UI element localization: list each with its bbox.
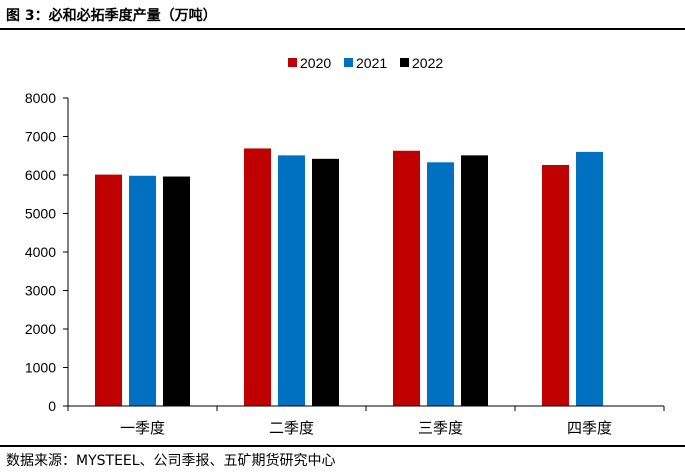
bar-2021 <box>427 162 454 406</box>
y-axis: 0 1000 2000 3000 4000 5000 6000 7000 8000 <box>25 90 69 414</box>
y-tick-label: 0 <box>48 398 56 414</box>
y-tick-label: 7000 <box>25 129 56 145</box>
bar-2020 <box>542 164 569 406</box>
y-tick-label: 1000 <box>25 360 56 376</box>
data-source-note: 数据来源：MYSTEEL、公司季报、五矿期货研究中心 <box>6 453 336 469</box>
bar-2022 <box>312 158 339 406</box>
source-divider <box>0 445 685 447</box>
bar-2020 <box>95 174 122 406</box>
y-tick-label: 4000 <box>25 244 56 260</box>
bar-2022 <box>461 155 488 406</box>
y-tick-label: 5000 <box>25 206 56 222</box>
title-divider <box>0 28 685 30</box>
figure-title: 图 3：必和必拓季度产量（万吨） <box>6 8 217 24</box>
x-category-label: 一季度 <box>120 419 165 437</box>
chart-legend: 2020 2021 2022 <box>288 55 443 71</box>
bar-2021 <box>576 151 603 406</box>
legend-label-2022: 2022 <box>412 55 443 71</box>
legend-swatch-2020 <box>288 58 297 67</box>
bar-2020 <box>244 148 271 406</box>
bar-series <box>95 148 603 406</box>
legend-label-2021: 2021 <box>356 55 387 71</box>
bar-2021 <box>129 175 156 406</box>
y-tick-label: 2000 <box>25 321 56 337</box>
x-category-label: 四季度 <box>567 419 612 437</box>
x-category-label: 三季度 <box>418 419 463 437</box>
legend-swatch-2022 <box>400 58 409 67</box>
y-tick-label: 6000 <box>25 167 56 183</box>
y-tick-label: 3000 <box>25 283 56 299</box>
bar-2021 <box>278 155 305 406</box>
bar-2020 <box>393 150 420 406</box>
bar-2022 <box>163 176 190 406</box>
legend-swatch-2021 <box>344 58 353 67</box>
x-category-label: 二季度 <box>269 419 314 437</box>
y-tick-label: 8000 <box>25 90 56 106</box>
legend-label-2020: 2020 <box>300 55 331 71</box>
x-axis: 一季度 二季度 三季度 四季度 <box>67 405 665 437</box>
